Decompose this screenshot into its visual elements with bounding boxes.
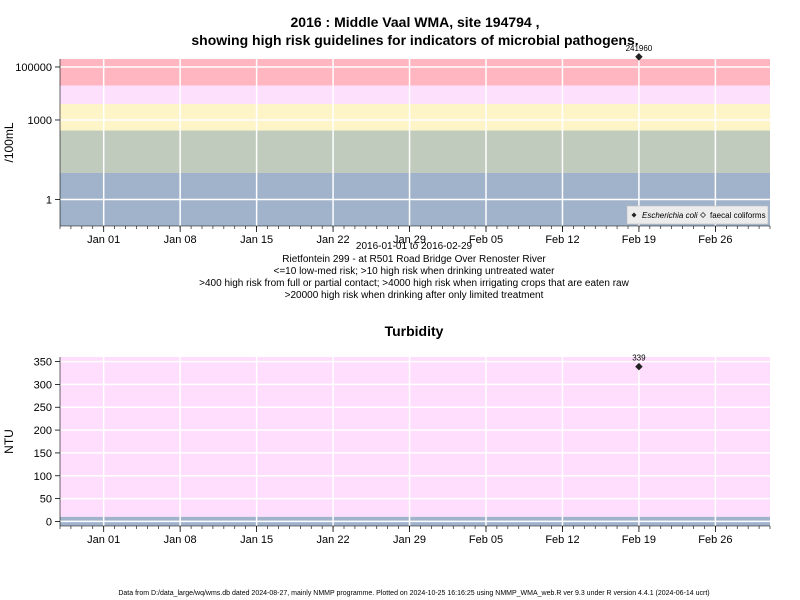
x-tick-label-4: Jan 29 xyxy=(393,234,426,246)
turbidity-title: Turbidity xyxy=(385,323,444,339)
x-tick-label-4: Jan 29 xyxy=(393,534,426,546)
x-tick-label-2: Jan 15 xyxy=(240,234,273,246)
legend: Escherichia coli faecal coliforms xyxy=(626,205,769,225)
risk-band-0 xyxy=(60,357,770,517)
y-tick-label-3: 150 xyxy=(34,448,52,460)
y-tick-label-2: 100 xyxy=(34,471,52,483)
y-tick-label-2: 100000 xyxy=(15,62,52,74)
y-axis-label: NTU xyxy=(2,429,16,454)
x-tick-label-0: Jan 01 xyxy=(87,534,120,546)
y-tick-label-7: 350 xyxy=(34,357,52,369)
y-tick-label-0: 1 xyxy=(46,194,52,206)
x-tick-label-5: Feb 05 xyxy=(469,534,503,546)
y-tick-label-1: 1000 xyxy=(28,115,52,127)
chart-title: 2016 : Middle Vaal WMA, site 194794 , xyxy=(291,14,540,30)
x-tick-label-1: Jan 08 xyxy=(164,534,197,546)
microbial-plot: Jan 01 Jan 08 Jan 15 Jan 22 Jan 29 Feb 05 Feb … xyxy=(2,44,771,246)
caption-date-range: 2016-01-01 to 2016-02-29 xyxy=(356,241,473,252)
y-tick-label-6: 300 xyxy=(34,379,52,391)
x-tick-label-3: Jan 22 xyxy=(317,234,350,246)
caption-site: Rietfontein 299 - at R501 Road Bridge Ov… xyxy=(282,254,546,265)
legend-label-faecal: faecal coliforms xyxy=(710,211,766,220)
y-tick-label-1: 50 xyxy=(40,494,52,506)
y-tick-label-4: 200 xyxy=(34,425,52,437)
x-tick-label-6: Feb 12 xyxy=(545,534,579,546)
chart-subtitle: showing high risk guidelines for indicat… xyxy=(191,32,638,48)
y-tick-label-0: 0 xyxy=(46,516,52,528)
caption-risk-3: >20000 high risk when drinking after onl… xyxy=(285,290,544,301)
legend-label-ecoli: Escherichia coli xyxy=(642,211,698,220)
data-point-0-0 xyxy=(635,362,643,371)
x-tick-label-3: Jan 22 xyxy=(317,534,350,546)
legend-marker-ecoli xyxy=(631,212,637,218)
x-tick-label-1: Jan 08 xyxy=(164,234,197,246)
legend-box xyxy=(626,205,769,225)
risk-band-2 xyxy=(60,104,770,131)
x-tick-label-8: Feb 26 xyxy=(698,534,732,546)
caption-risk-1: <=10 low-med risk; >10 high risk when dr… xyxy=(274,266,556,277)
legend-marker-faecal xyxy=(700,212,706,218)
risk-band-1 xyxy=(60,85,770,105)
data-point-0-0 xyxy=(635,53,643,61)
data-label-0-0: 241960 xyxy=(626,44,653,53)
footer-note: Data from D:/data_large/wq/wms.db dated … xyxy=(118,590,709,597)
caption-risk-2: >400 high risk from full or partial cont… xyxy=(199,278,629,289)
x-tick-label-7: Feb 19 xyxy=(622,534,656,546)
x-tick-label-0: Jan 01 xyxy=(87,234,120,246)
y-tick-label-5: 250 xyxy=(34,402,52,414)
x-tick-label-5: Feb 05 xyxy=(469,234,503,246)
turbidity-plot: Jan 01 Jan 08 Jan 15 Jan 22 Jan 29 Feb 05 Feb … xyxy=(2,354,771,546)
risk-band-3 xyxy=(60,130,770,173)
y-axis-label: /100mL xyxy=(2,122,16,162)
x-tick-label-2: Jan 15 xyxy=(240,534,273,546)
data-label-0-0: 339 xyxy=(632,354,646,363)
risk-band-0 xyxy=(60,59,770,86)
x-tick-label-6: Feb 12 xyxy=(545,234,579,246)
x-tick-label-8: Feb 26 xyxy=(698,234,732,246)
x-tick-label-7: Feb 19 xyxy=(622,234,656,246)
